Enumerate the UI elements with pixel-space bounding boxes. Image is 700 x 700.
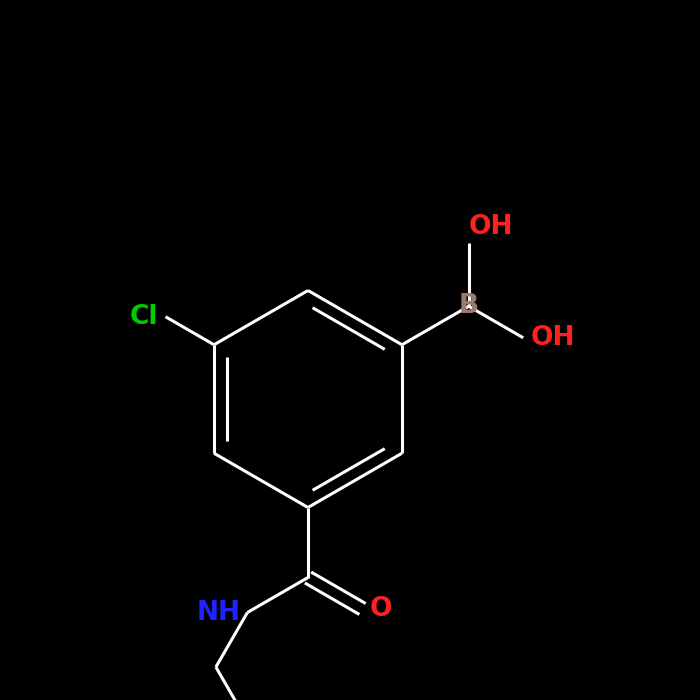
Text: B: B: [458, 293, 479, 319]
Text: O: O: [370, 596, 392, 622]
Text: Cl: Cl: [130, 304, 158, 330]
Text: OH: OH: [468, 214, 513, 239]
Text: NH: NH: [197, 599, 240, 626]
Text: OH: OH: [530, 325, 575, 351]
